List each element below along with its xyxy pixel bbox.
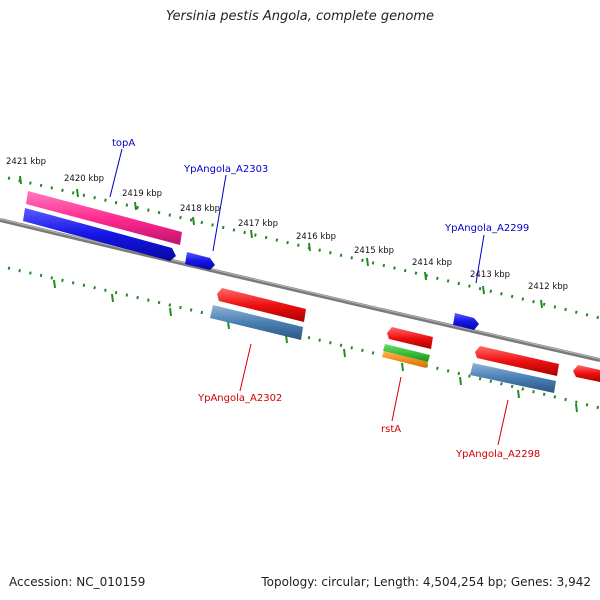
ruler-label: 2412 kbp	[528, 282, 568, 292]
ruler-label: 2413 kbp	[470, 270, 510, 280]
leader-A2303	[212, 174, 227, 252]
ruler-label: 2418 kbp	[180, 204, 220, 214]
gene-label-topA: topA	[112, 138, 135, 149]
gene-YpAngola_A2298[interactable]	[470, 346, 559, 393]
accession-text: Accession: NC_010159	[9, 575, 146, 589]
ruler-label: 2416 kbp	[296, 232, 336, 242]
gene-label-A2299: YpAngola_A2299	[444, 223, 529, 234]
genome-backbone	[0, 218, 600, 362]
gene-label-A2303: YpAngola_A2303	[183, 164, 268, 175]
gene-YpAngola_A2303[interactable]	[185, 252, 215, 270]
ruler-label: 2414 kbp	[412, 258, 452, 268]
gene-forward-blue-1[interactable]	[23, 208, 176, 261]
gene-topA[interactable]	[26, 191, 182, 245]
leader-A2298	[497, 399, 509, 446]
ruler-label: 2420 kbp	[64, 174, 104, 184]
leader-A2302	[239, 343, 252, 392]
ruler-label: 2421 kbp	[6, 157, 46, 167]
gene-label-A2302: YpAngola_A2302	[197, 393, 282, 404]
leader-A2299	[475, 234, 485, 284]
outer-ruler-ticks	[19, 175, 543, 309]
ruler-label: 2417 kbp	[238, 219, 278, 229]
leader-rstA	[391, 376, 402, 422]
outer-ruler-dots	[7, 176, 600, 320]
ruler-label: 2419 kbp	[122, 189, 162, 199]
gene-YpAngola_A2302[interactable]	[210, 288, 306, 340]
gene-YpAngola_A2299[interactable]	[453, 313, 479, 330]
gene-label-A2298: YpAngola_A2298	[455, 449, 540, 460]
ruler-label: 2415 kbp	[354, 246, 394, 256]
map-title: Yersinia pestis Angola, complete genome	[166, 9, 434, 24]
gene-reverse-red-edge[interactable]	[573, 365, 600, 382]
leader-topA	[109, 148, 123, 198]
genome-summary-text: Topology: circular; Length: 4,504,254 bp…	[261, 575, 591, 589]
gene-rstA[interactable]	[382, 327, 433, 368]
gene-label-rstA: rstA	[381, 424, 401, 435]
inner-ruler-ticks	[53, 279, 578, 413]
